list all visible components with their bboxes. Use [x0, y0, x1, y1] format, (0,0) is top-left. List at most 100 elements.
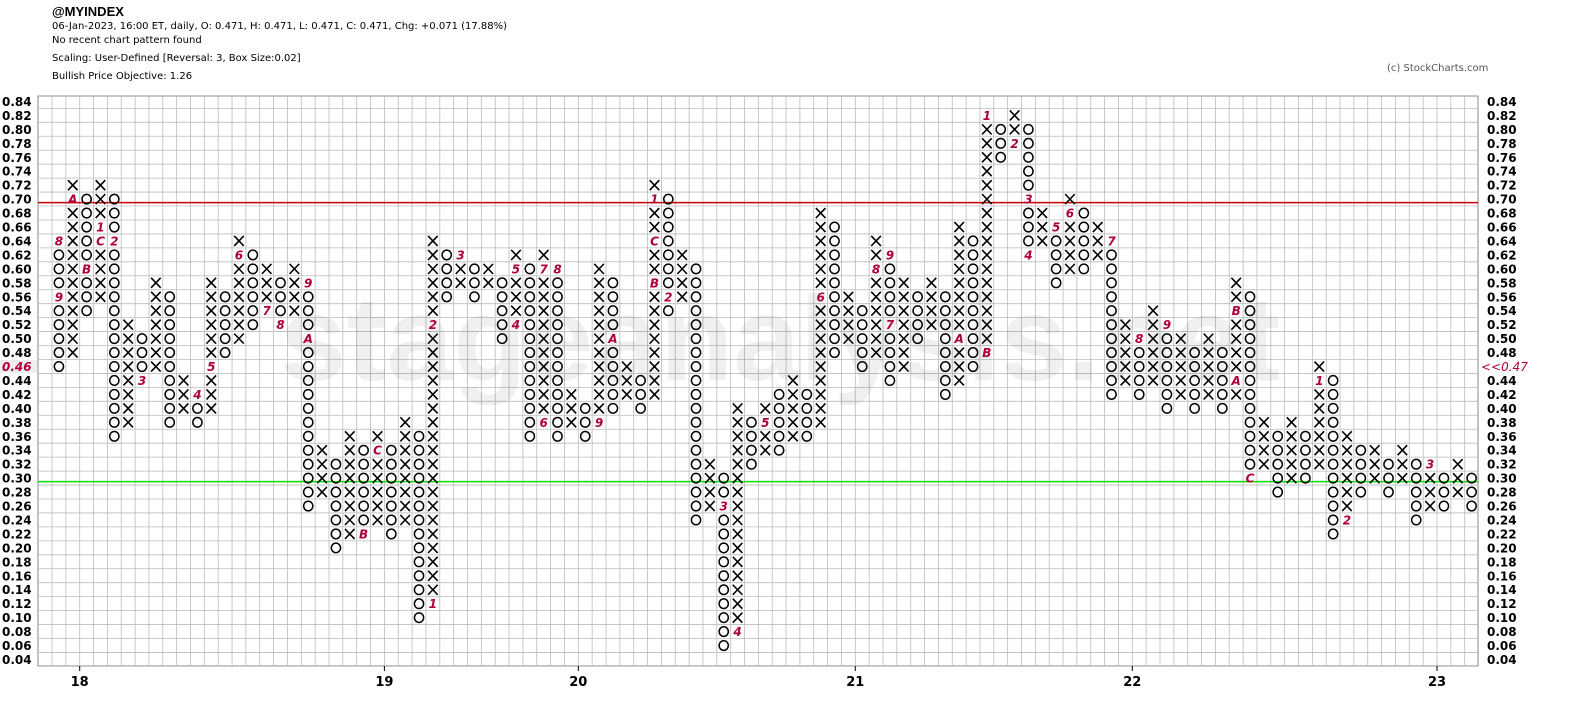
o-mark	[496, 319, 508, 331]
o-mark	[108, 333, 120, 345]
month-marker: A	[954, 332, 964, 346]
x-mark	[593, 374, 605, 387]
y-tick-right: 0.44	[1487, 374, 1517, 388]
x-mark	[649, 221, 660, 233]
x-mark	[427, 263, 439, 275]
o-mark	[108, 374, 120, 387]
x-mark	[67, 277, 79, 289]
x-mark	[926, 277, 937, 289]
x-mark	[759, 444, 771, 456]
o-mark	[1106, 263, 1117, 275]
o-mark	[773, 430, 785, 442]
o-mark	[552, 360, 563, 373]
x-mark	[95, 291, 106, 303]
y-tick-right: 0.64	[1487, 234, 1517, 248]
x-mark	[842, 319, 854, 331]
last-price-label: <<0.47	[1481, 360, 1528, 374]
x-mark	[732, 584, 743, 596]
y-tick-left: 0.80	[2, 123, 32, 137]
o-mark	[413, 584, 425, 596]
o-mark	[1161, 347, 1173, 359]
o-mark	[939, 319, 951, 331]
o-mark	[662, 221, 674, 233]
month-marker: C	[650, 234, 659, 248]
o-mark	[995, 123, 1007, 135]
x-mark	[1286, 472, 1297, 484]
o-mark	[413, 556, 425, 568]
price-info: 06-Jan-2023, 16:00 ET, daily, O: 0.471, …	[52, 21, 508, 32]
y-tick-right: 0.40	[1487, 402, 1517, 416]
x-mark	[1313, 416, 1325, 428]
o-mark	[1466, 472, 1477, 484]
x-mark	[233, 291, 245, 303]
o-mark	[1438, 486, 1450, 498]
o-mark	[690, 444, 702, 456]
y-tick-left: 0.46	[2, 360, 32, 374]
o-mark	[746, 416, 757, 428]
o-mark	[718, 514, 730, 526]
o-mark	[1023, 221, 1034, 233]
y-tick-right: 0.76	[1487, 151, 1517, 165]
month-marker: 5	[761, 416, 769, 430]
month-marker: 8	[1135, 332, 1143, 346]
month-marker: 8	[553, 262, 561, 276]
x-mark	[593, 333, 605, 345]
o-mark	[884, 360, 896, 373]
x-mark	[1147, 333, 1159, 345]
y-tick-left: 0.82	[2, 109, 32, 123]
o-mark	[413, 514, 425, 526]
x-mark	[427, 374, 439, 387]
o-mark	[524, 319, 536, 331]
x-mark	[787, 402, 799, 414]
o-mark	[164, 291, 176, 303]
x-mark	[1230, 291, 1242, 303]
month-marker: 9	[55, 290, 63, 304]
month-marker: B	[650, 276, 659, 290]
o-mark	[1023, 123, 1034, 135]
o-mark	[1216, 360, 1228, 373]
x-mark	[1396, 458, 1408, 470]
scaling-info: Scaling: User-Defined [Reversal: 3, Box …	[52, 53, 301, 64]
x-mark	[67, 305, 79, 317]
o-mark	[967, 249, 979, 261]
o-mark	[801, 430, 813, 442]
x-mark	[815, 374, 827, 387]
o-mark	[829, 277, 840, 289]
o-mark	[53, 347, 65, 359]
month-marker: 1	[650, 193, 658, 207]
month-marker: A	[1231, 374, 1241, 388]
o-mark	[718, 570, 730, 582]
o-mark	[524, 430, 536, 442]
x-mark	[233, 319, 245, 331]
o-mark	[1410, 458, 1422, 470]
o-mark	[302, 430, 314, 442]
pattern-status: No recent chart pattern found	[52, 35, 202, 46]
o-mark	[164, 402, 176, 414]
y-tick-right: 0.14	[1487, 583, 1517, 597]
y-tick-right: 0.18	[1487, 555, 1517, 569]
x-tick-label: 23	[1428, 675, 1446, 690]
o-mark	[856, 360, 868, 373]
o-mark	[1133, 388, 1145, 400]
x-mark	[787, 430, 799, 442]
x-mark	[233, 277, 245, 289]
o-mark	[1244, 374, 1256, 387]
y-tick-left: 0.28	[2, 486, 32, 500]
x-mark	[815, 360, 827, 373]
month-marker: 3	[720, 500, 728, 514]
x-mark	[621, 388, 633, 400]
x-mark	[205, 402, 217, 414]
o-mark	[385, 444, 397, 456]
x-mark	[1175, 333, 1187, 345]
o-mark	[81, 221, 92, 233]
o-mark	[302, 402, 314, 414]
o-mark	[524, 416, 536, 428]
x-mark	[427, 402, 439, 414]
month-marker: B	[982, 346, 991, 360]
x-mark	[150, 347, 162, 359]
o-mark	[690, 430, 702, 442]
o-mark	[358, 472, 369, 484]
x-mark	[344, 430, 356, 442]
x-mark	[870, 277, 882, 289]
x-mark	[1119, 374, 1131, 387]
